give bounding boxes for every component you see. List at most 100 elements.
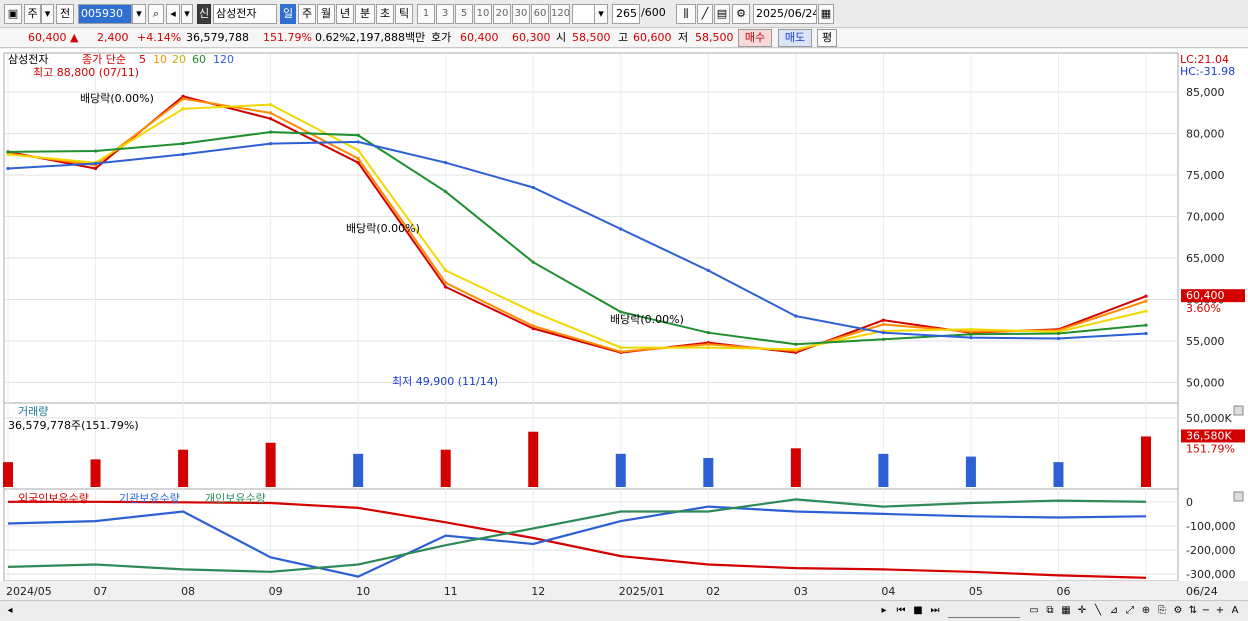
ma-point-20 <box>6 152 10 156</box>
stock-code-dropdown-icon[interactable]: ▾ <box>132 4 146 24</box>
pin-icon[interactable]: ⊕ <box>1141 605 1151 616</box>
ma-point-10 <box>881 322 885 326</box>
holdings-tick-label: -200,000 <box>1186 544 1235 557</box>
ma-point-60 <box>93 149 98 153</box>
ma-point-20 <box>444 268 448 273</box>
stop-icon[interactable]: ■ <box>913 605 923 616</box>
scroll-first-icon[interactable]: ⏮ <box>896 605 906 616</box>
ma-point-10 <box>269 111 273 115</box>
ma-point-10 <box>619 350 623 354</box>
ma-point-60 <box>6 150 10 154</box>
period-tick[interactable]: 틱 <box>395 4 413 24</box>
volume-bar <box>90 459 101 487</box>
minute-option-60[interactable]: 60 <box>531 4 549 24</box>
search-icon[interactable]: ⌕ <box>148 4 164 24</box>
period-year[interactable]: 년 <box>336 4 354 24</box>
holdings-panel-close-icon[interactable] <box>1233 491 1244 502</box>
buy-button[interactable]: 매수 <box>738 29 772 47</box>
zoom-slider[interactable] <box>948 604 1020 618</box>
dividend-note-1: 배당락(0.00%) <box>80 92 154 105</box>
date-input[interactable]: 2025/06/24 <box>753 4 817 24</box>
stock-name-field[interactable]: 삼성전자 <box>213 4 277 24</box>
trendline-tool-icon[interactable]: ╱ <box>697 4 713 24</box>
last-price-tag-text: 60,400 <box>1186 289 1225 302</box>
draw-line-icon[interactable]: ╲ <box>1094 605 1102 616</box>
x-tick-label: 08 <box>181 585 195 598</box>
minute-option-1[interactable]: 1 <box>417 4 435 24</box>
config-icon[interactable]: ⚙ <box>1173 605 1183 616</box>
ma-point-20 <box>969 327 973 331</box>
ma-point-20 <box>1144 309 1148 313</box>
ma-point-60 <box>356 133 360 137</box>
prev-button[interactable]: 전 <box>56 4 74 24</box>
volume-bar <box>265 442 276 487</box>
ma-point-20 <box>181 107 185 111</box>
ask-label: 호가 <box>431 31 452 44</box>
sell-button[interactable]: 매도 <box>778 29 812 47</box>
data-count-input[interactable]: 265 <box>612 4 640 24</box>
gear-icon[interactable]: ⚙ <box>732 4 750 24</box>
ma-point-60 <box>531 260 535 264</box>
fit-icon[interactable]: ⤢ <box>1126 605 1134 616</box>
period-day[interactable]: 일 <box>280 4 296 24</box>
ma-point-10 <box>531 324 535 328</box>
volume-ratio: 151.79% <box>263 31 312 44</box>
minus-zoom-icon[interactable]: − <box>1201 605 1211 616</box>
stock-code-input[interactable]: 005930 <box>78 4 132 24</box>
price-tick-label: 80,000 <box>1186 128 1225 141</box>
minute-option-5[interactable]: 5 <box>455 4 473 24</box>
interval-dropdown-icon[interactable]: ▾ <box>594 4 608 24</box>
minute-option-20[interactable]: 20 <box>493 4 511 24</box>
holdings-tick-label: -300,000 <box>1186 568 1235 581</box>
minute-option-30[interactable]: 30 <box>512 4 530 24</box>
period-minute[interactable]: 분 <box>355 4 375 24</box>
plus-zoom-icon[interactable]: + <box>1215 605 1225 616</box>
scroll-last-icon[interactable]: ⏭ <box>930 605 940 616</box>
calendar-icon[interactable]: ▦ <box>818 4 834 24</box>
export-icon[interactable]: ⎘ <box>1158 605 1166 616</box>
current-price: 60,400 ▲ <box>28 31 79 44</box>
speaker-icon[interactable]: ◂ <box>166 4 180 24</box>
avg-button[interactable]: 평 <box>817 29 837 47</box>
chart-area[interactable]: 50,00055,00060,00065,00070,00075,00080,0… <box>0 49 1248 600</box>
price-panel-title: 삼성전자 <box>8 53 48 66</box>
ma-line-20 <box>7 103 1147 351</box>
window-menu-icon[interactable]: ▣ <box>4 4 22 24</box>
x-tick-label: 04 <box>881 585 895 598</box>
scroll-left-icon[interactable]: ◂ <box>7 605 13 616</box>
period-second[interactable]: 초 <box>376 4 394 24</box>
scroll-right-icon[interactable]: ▸ <box>881 605 887 616</box>
chart-type-icon[interactable]: ⫼ <box>676 4 696 24</box>
volume-last-tag-text: 36,580K <box>1186 429 1232 442</box>
layout-icon[interactable]: ▭ <box>1029 605 1039 616</box>
ma-point-10 <box>444 281 448 285</box>
minute-option-10[interactable]: 10 <box>474 4 492 24</box>
grid-icon[interactable]: ▦ <box>1061 605 1071 616</box>
ma-point-60 <box>1056 331 1061 336</box>
text-size-icon[interactable]: A <box>1231 605 1239 616</box>
period-week[interactable]: 주 <box>298 4 316 24</box>
scroll-icon[interactable]: ⇅ <box>1188 605 1198 616</box>
high-price: 60,600 <box>633 31 672 44</box>
ma-point-20 <box>269 103 273 107</box>
x-tick-label: 12 <box>531 585 545 598</box>
new-stock-tag: 신 <box>197 4 211 24</box>
open-label: 시 <box>556 31 567 44</box>
save-icon[interactable]: ▤ <box>714 4 730 24</box>
volume-bar <box>3 462 13 487</box>
volume-summary: 36,579,778주(151.79%) <box>8 419 139 432</box>
period-month[interactable]: 월 <box>317 4 335 24</box>
x-tick-label: 05 <box>969 585 983 598</box>
crosshair-icon[interactable]: ✛ <box>1077 605 1087 616</box>
speaker-dropdown-icon[interactable]: ▾ <box>181 4 193 24</box>
period-type-dropdown-icon[interactable]: ▾ <box>41 4 54 24</box>
volume-bar <box>528 431 539 487</box>
ruler-icon[interactable]: ⊿ <box>1109 605 1119 616</box>
volume-panel-close-icon[interactable] <box>1233 405 1244 416</box>
minute-option-3[interactable]: 3 <box>436 4 454 24</box>
ma-point-120 <box>93 161 98 166</box>
layout-split-icon[interactable]: ⧉ <box>1046 605 1054 616</box>
minute-option-120[interactable]: 120 <box>550 4 570 24</box>
period-type-select[interactable]: 주 <box>24 4 41 24</box>
